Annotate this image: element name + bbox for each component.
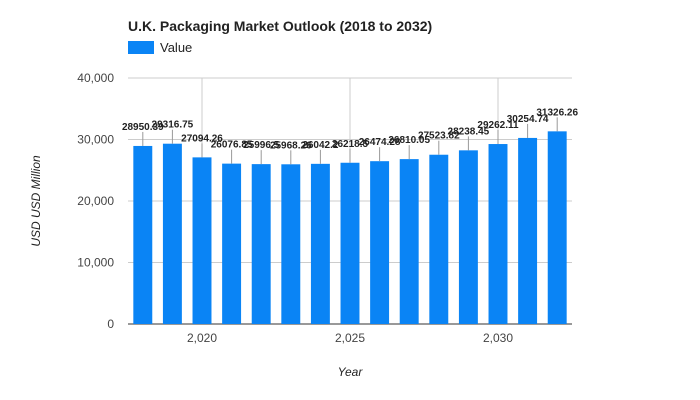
- x-tick-label: 2,020: [187, 331, 217, 345]
- chart-title: U.K. Packaging Market Outlook (2018 to 2…: [128, 18, 433, 34]
- bar: [310, 163, 330, 324]
- bar: [429, 154, 449, 324]
- data-label: 27094.26: [181, 133, 223, 144]
- bar: [399, 159, 419, 324]
- y-tick-label: 0: [107, 317, 114, 331]
- legend-swatch: [128, 41, 154, 54]
- bar: [133, 145, 153, 324]
- bar: [488, 144, 508, 324]
- data-label: 31326.26: [536, 107, 578, 118]
- bar: [281, 164, 301, 324]
- data-label: 30254.74: [507, 114, 549, 125]
- bar: [547, 131, 567, 324]
- y-tick-label: 10,000: [77, 256, 114, 270]
- data-label: 27523.82: [418, 131, 460, 142]
- bar: [162, 143, 182, 324]
- data-label: 25996.5: [243, 140, 280, 151]
- bar: [370, 161, 390, 324]
- data-label: 29316.75: [152, 120, 194, 131]
- x-axis-title: Year: [338, 365, 364, 379]
- y-tick-label: 30,000: [77, 133, 114, 147]
- data-label: 28238.45: [448, 126, 490, 137]
- data-label: 26218.5: [332, 139, 369, 150]
- bar: [222, 163, 242, 324]
- bar: [518, 137, 538, 324]
- bar: [458, 150, 478, 324]
- y-axis-title: USD USD Million: [29, 155, 43, 247]
- bar: [192, 157, 212, 324]
- data-label: 25968.26: [270, 140, 312, 151]
- y-tick-label: 20,000: [77, 194, 114, 208]
- data-label: 26076.85: [211, 140, 253, 151]
- x-tick-label: 2,025: [335, 331, 365, 345]
- data-label: 29262.11: [477, 120, 519, 131]
- data-label: 26474.28: [359, 137, 401, 148]
- legend-label: Value: [160, 40, 193, 55]
- y-tick-label: 40,000: [77, 71, 114, 85]
- data-label: 26810.05: [388, 135, 430, 146]
- bar: [251, 164, 271, 324]
- bar: [340, 162, 360, 324]
- data-label: 28950.39: [122, 122, 164, 133]
- data-label: 26042.2: [302, 140, 339, 151]
- legend: Value: [128, 40, 192, 55]
- x-tick-label: 2,030: [483, 331, 513, 345]
